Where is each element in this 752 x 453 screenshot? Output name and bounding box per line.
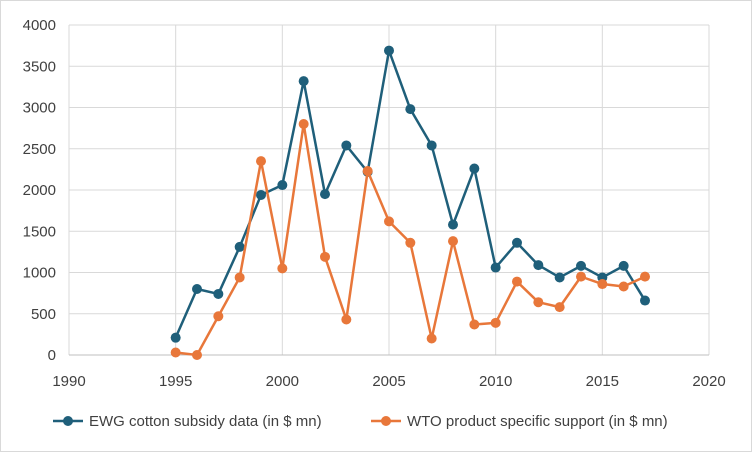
legend-label-2: WTO product specific support (in $ mn) [407, 413, 668, 430]
data-point-series-1 [320, 189, 330, 200]
data-point-series-2 [490, 317, 501, 328]
y-tick-label: 500 [31, 306, 56, 323]
y-tick-label: 1000 [23, 265, 56, 282]
data-point-series-2 [320, 251, 330, 262]
data-point-series-2 [533, 297, 544, 308]
legend-marker-1 [63, 416, 73, 426]
series [170, 45, 650, 360]
data-point-series-2 [448, 236, 458, 247]
data-point-series-2 [192, 350, 202, 360]
y-tick-label: 3500 [23, 58, 56, 75]
data-point-series-2 [256, 156, 266, 167]
data-point-series-2 [426, 333, 437, 344]
y-tick-label: 4000 [23, 17, 56, 34]
data-point-series-1 [469, 163, 480, 174]
y-tick-label: 2000 [23, 182, 56, 199]
gridlines [68, 24, 710, 355]
data-point-series-1 [512, 237, 522, 248]
data-point-series-2 [469, 319, 480, 330]
y-tick-label: 3000 [23, 100, 56, 117]
data-point-series-1 [554, 272, 565, 283]
data-point-series-1 [192, 284, 202, 294]
legend-marker-2 [381, 416, 391, 426]
y-tick-label: 1500 [23, 223, 56, 240]
data-point-series-1 [234, 241, 245, 252]
data-point-series-1 [576, 260, 586, 271]
data-point-series-1 [640, 295, 650, 306]
data-point-series-1 [448, 219, 458, 230]
data-point-series-2 [597, 279, 608, 290]
x-tick-label: 1995 [159, 373, 192, 390]
data-point-series-2 [362, 166, 373, 177]
data-point-series-1 [256, 189, 266, 200]
data-point-series-2 [234, 272, 245, 283]
data-point-series-1 [426, 140, 437, 151]
data-point-series-2 [213, 311, 224, 322]
x-tick-labels: 1990 1995 2000 2005 2010 2015 2020 [52, 373, 725, 390]
data-point-series-1 [213, 288, 224, 299]
y-tick-label: 2500 [23, 141, 56, 158]
data-point-series-2 [512, 276, 522, 287]
x-tick-label: 2000 [266, 373, 299, 390]
data-point-series-2 [640, 271, 650, 282]
data-point-series-2 [384, 216, 394, 227]
data-point-series-2 [405, 237, 416, 248]
data-point-series-1 [298, 76, 309, 87]
x-tick-label: 2010 [479, 373, 512, 390]
x-tick-label: 2005 [372, 373, 405, 390]
data-point-series-1 [277, 180, 288, 191]
y-tick-labels: 0 500 1000 1500 2000 2500 3000 3500 4000 [23, 17, 56, 364]
data-point-series-2 [277, 263, 288, 274]
data-point-series-1 [341, 140, 352, 151]
data-point-series-2 [170, 347, 181, 358]
y-tick-label: 0 [48, 347, 56, 364]
data-point-series-2 [341, 314, 352, 325]
x-tick-label: 2020 [692, 373, 725, 390]
x-tick-label: 2015 [586, 373, 619, 390]
data-point-series-1 [533, 260, 544, 271]
legend-label-1: EWG cotton subsidy data (in $ mn) [89, 413, 322, 430]
data-point-series-1 [170, 332, 181, 343]
data-point-series-1 [384, 45, 394, 56]
series-line-1 [174, 49, 647, 339]
data-point-series-1 [490, 262, 501, 273]
x-tick-label: 1990 [52, 373, 85, 390]
data-point-series-2 [618, 281, 629, 292]
data-point-series-1 [405, 104, 416, 115]
data-point-series-2 [554, 302, 565, 313]
data-point-series-2 [298, 119, 309, 129]
legend: EWG cotton subsidy data (in $ mn) WTO pro… [53, 413, 668, 430]
data-point-series-2 [576, 271, 586, 282]
data-point-series-1 [618, 260, 629, 271]
